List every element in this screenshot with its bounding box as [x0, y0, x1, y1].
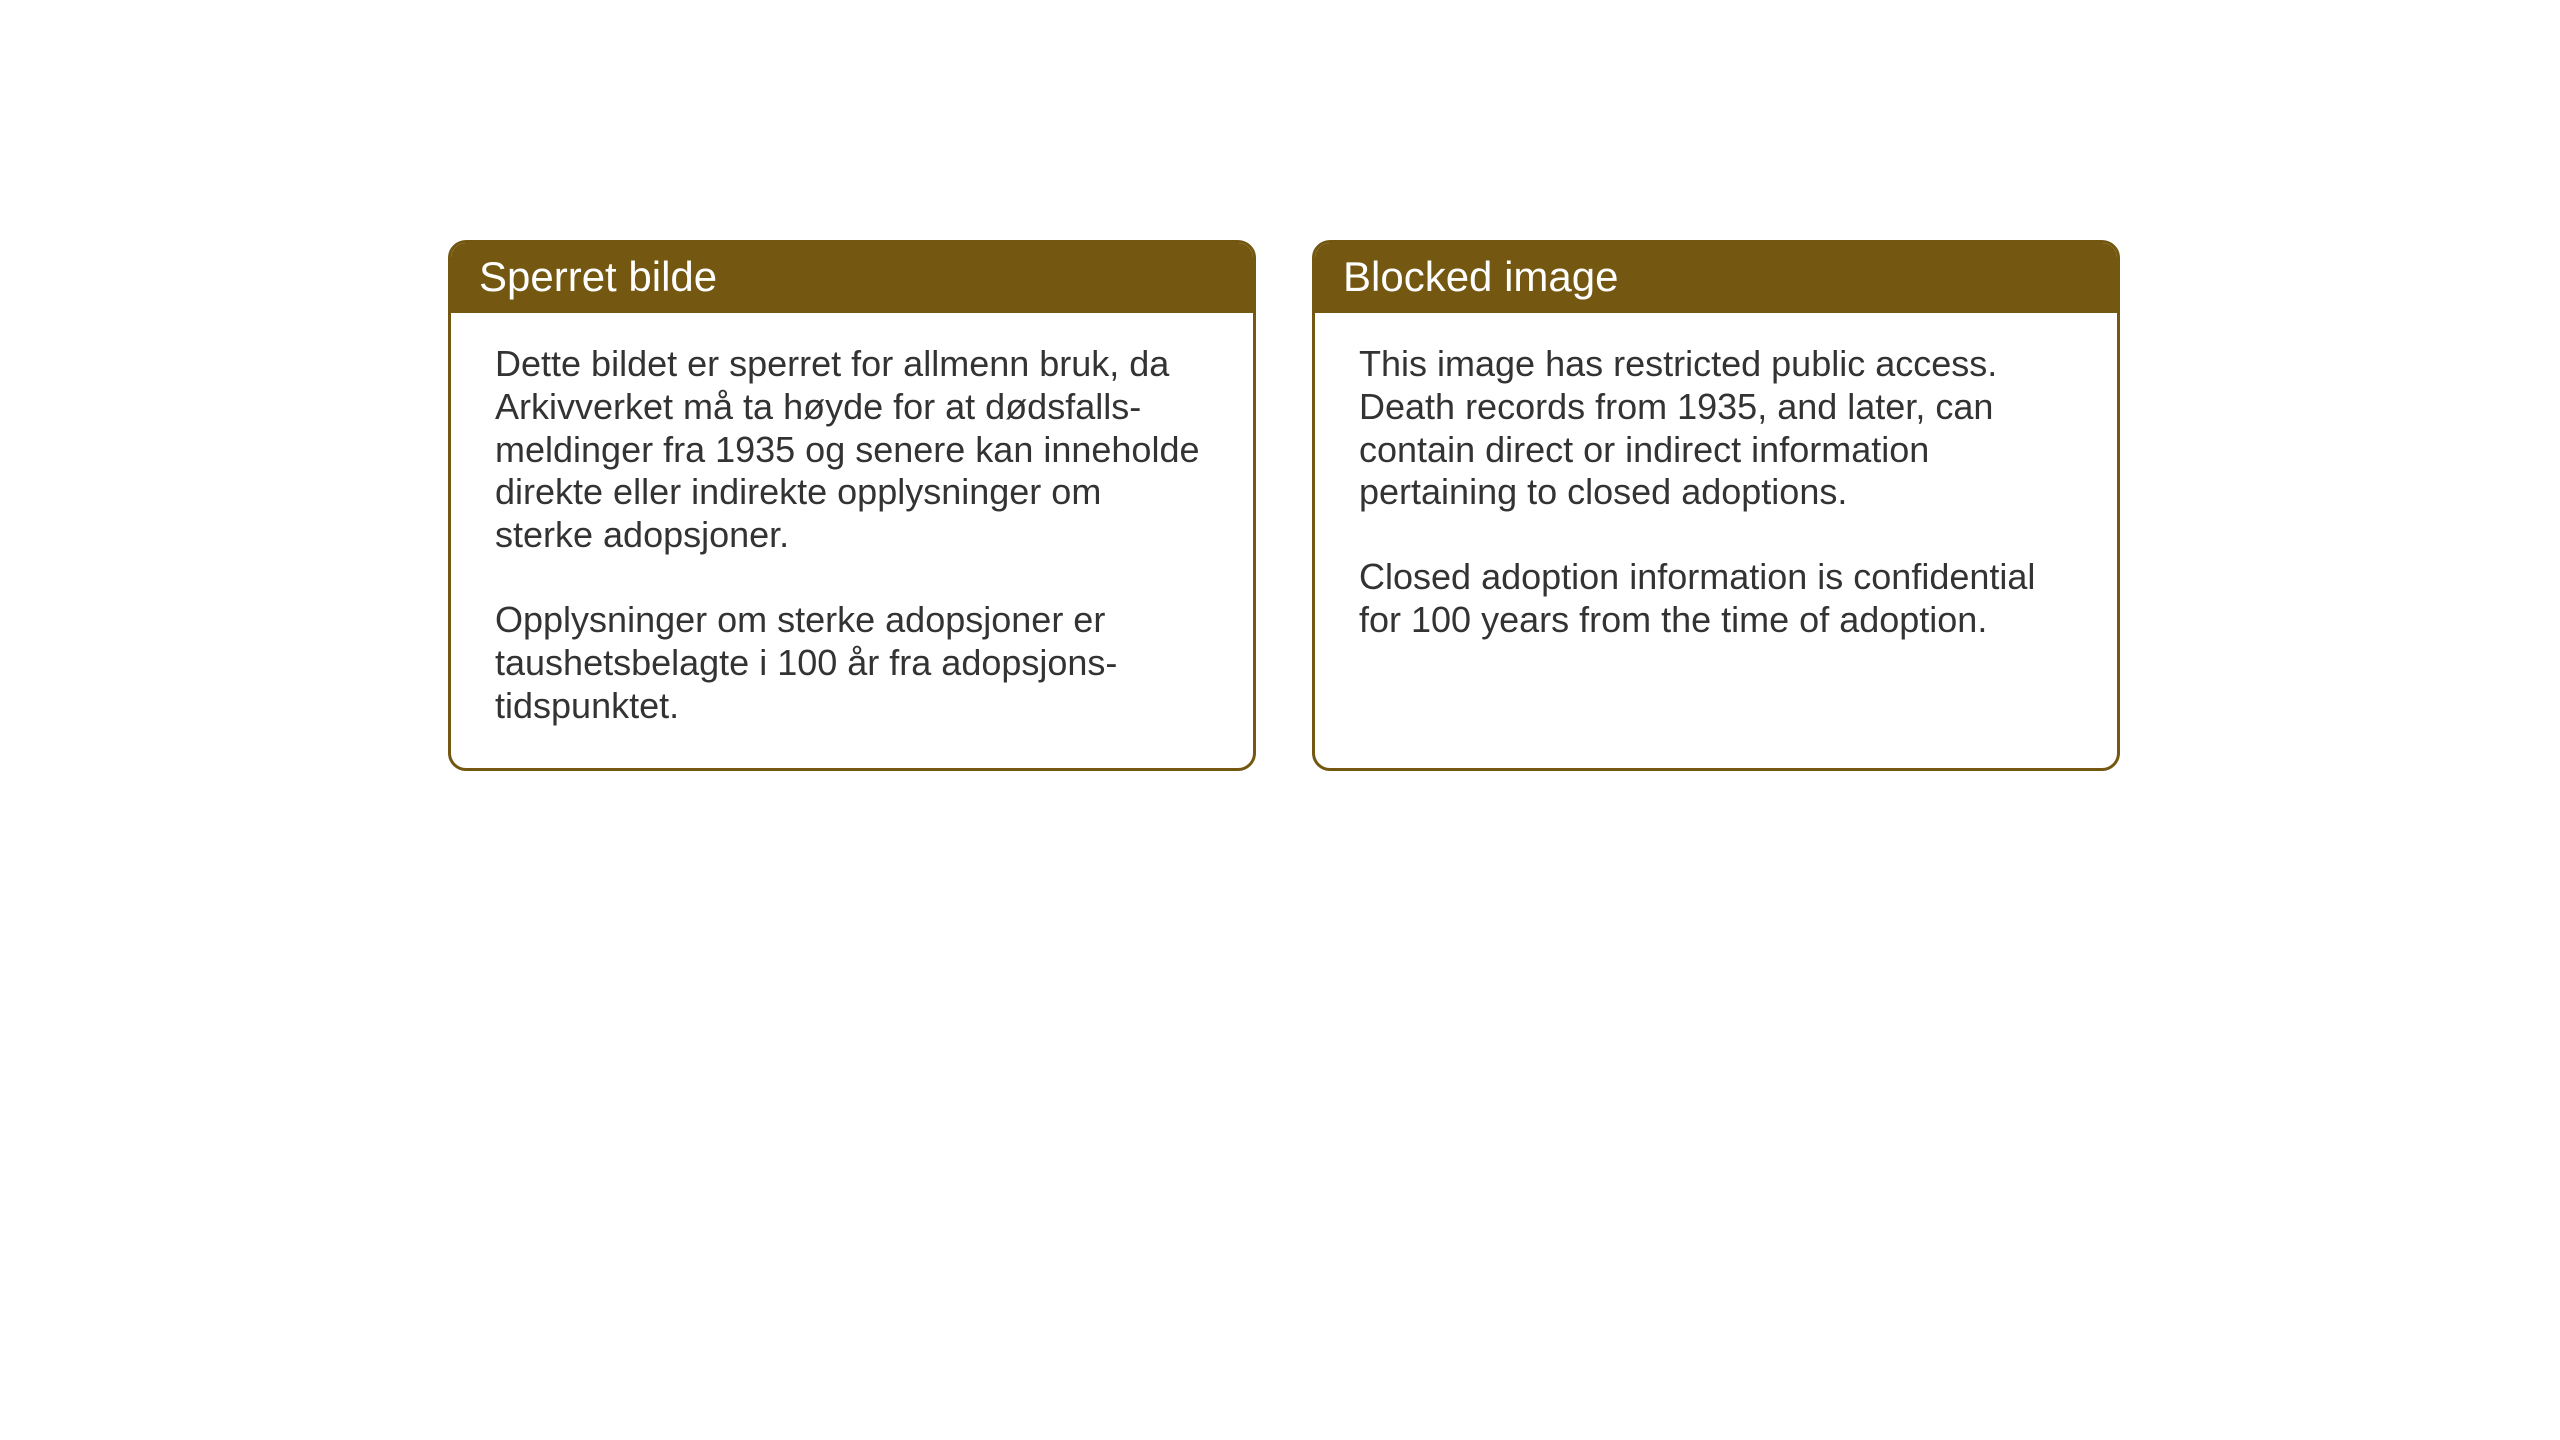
card-body-english: This image has restricted public access.… [1315, 313, 2117, 745]
notice-container: Sperret bilde Dette bildet er sperret fo… [448, 240, 2120, 771]
notice-paragraph-1-norwegian: Dette bildet er sperret for allmenn bruk… [495, 343, 1209, 557]
card-body-norwegian: Dette bildet er sperret for allmenn bruk… [451, 313, 1253, 768]
notice-card-norwegian: Sperret bilde Dette bildet er sperret fo… [448, 240, 1256, 771]
notice-paragraph-2-english: Closed adoption information is confident… [1359, 556, 2073, 642]
card-header-english: Blocked image [1315, 243, 2117, 313]
notice-paragraph-1-english: This image has restricted public access.… [1359, 343, 2073, 514]
notice-paragraph-2-norwegian: Opplysninger om sterke adopsjoner er tau… [495, 599, 1209, 727]
notice-card-english: Blocked image This image has restricted … [1312, 240, 2120, 771]
card-header-norwegian: Sperret bilde [451, 243, 1253, 313]
